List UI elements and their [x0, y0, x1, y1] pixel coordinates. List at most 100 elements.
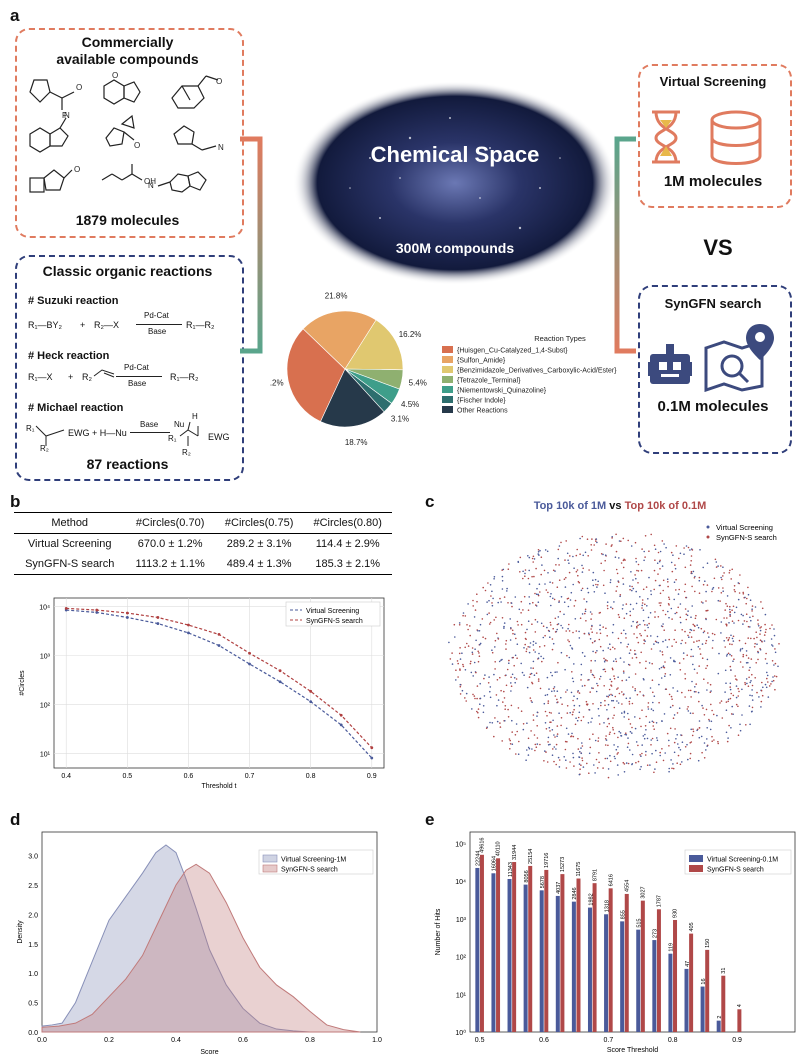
scatter-point	[501, 740, 503, 742]
scatter-point	[659, 559, 661, 562]
scatter-point	[685, 596, 687, 599]
scatter-point	[657, 551, 660, 554]
scatter-point	[702, 631, 705, 634]
scatter-point	[488, 623, 491, 625]
scatter-point	[737, 687, 739, 690]
bar-value-label: 11675	[576, 862, 582, 877]
scatter-point	[720, 632, 722, 634]
scatter-point	[617, 637, 620, 640]
scatter-point	[723, 617, 725, 619]
scatter-point	[650, 590, 652, 592]
x-tick-label: 0.6	[238, 1037, 248, 1044]
scatter-point	[552, 748, 554, 750]
scatter-point	[476, 593, 478, 595]
data-point	[156, 616, 160, 619]
scatter-point	[483, 677, 485, 680]
bar	[656, 909, 661, 1032]
scatter-point	[671, 767, 673, 770]
scatter-point	[487, 682, 490, 684]
scatter-point	[634, 574, 636, 576]
scatter-point	[581, 613, 584, 615]
scatter-point	[730, 634, 732, 637]
y-tick-label: 1.5	[28, 942, 38, 949]
scatter-point	[634, 716, 636, 718]
scatter-point	[510, 690, 512, 692]
bar	[620, 921, 625, 1032]
bar-value-label: 6416	[608, 874, 614, 886]
scatter-point	[644, 667, 647, 670]
data-point	[339, 713, 343, 717]
scatter-point	[708, 636, 710, 638]
scatter-point	[471, 708, 473, 710]
scatter-point	[629, 730, 632, 733]
scatter-point	[566, 552, 569, 555]
scatter-point	[566, 598, 569, 600]
scatter-point	[774, 662, 777, 665]
scatter-point	[596, 682, 598, 685]
pie-slice-label: 18.7%	[345, 438, 368, 447]
scatter-point	[574, 618, 577, 620]
scatter-point	[494, 717, 496, 719]
table-cell: 489.4 ± 1.3%	[226, 558, 292, 570]
scatter-point	[663, 629, 665, 631]
scatter-point	[613, 714, 615, 717]
scatter-point	[618, 730, 620, 733]
scatter-point	[572, 699, 574, 702]
scatter-point	[569, 599, 572, 601]
scatter-point	[744, 642, 747, 645]
scatter-point	[658, 701, 660, 704]
scatter-point	[476, 600, 478, 603]
bar	[640, 900, 645, 1032]
scatter-point	[715, 618, 718, 621]
scatter-point	[506, 668, 509, 671]
scatter-point	[617, 736, 619, 739]
scatter-point	[606, 709, 608, 711]
scatter-point	[695, 614, 697, 617]
scatter-point	[725, 731, 728, 734]
scatter-point	[621, 608, 624, 610]
scatter-point	[467, 645, 470, 647]
scatter-point	[754, 642, 756, 645]
scatter-point	[692, 570, 695, 573]
heck-base: Base	[128, 379, 147, 388]
scatter-point	[478, 655, 481, 657]
scatter-point	[502, 701, 504, 703]
scatter-point	[673, 751, 676, 754]
scatter-point	[712, 713, 715, 716]
scatter-point	[691, 734, 694, 737]
scatter-point	[631, 702, 634, 705]
scatter-point	[765, 628, 767, 631]
scatter-point	[667, 603, 670, 605]
scatter-point	[605, 627, 607, 630]
scatter-point	[729, 665, 732, 668]
scatter-point	[584, 612, 586, 615]
scatter-point	[701, 704, 703, 707]
scatter-point	[760, 689, 763, 692]
scatter-point	[741, 688, 743, 691]
scatter-point	[583, 632, 586, 635]
scatter-point	[658, 602, 661, 604]
scatter-point	[607, 744, 609, 747]
scatter-point	[732, 660, 734, 662]
scatter-point	[602, 626, 604, 628]
bar-value-label: 19716	[544, 853, 550, 868]
scatter-point	[497, 638, 500, 640]
scatter-point	[668, 739, 670, 742]
scatter-point	[566, 689, 568, 691]
scatter-point	[651, 752, 653, 755]
scatter-point	[739, 661, 742, 663]
scatter-point	[662, 665, 665, 667]
scatter-point	[737, 695, 739, 697]
scatter-point	[711, 735, 713, 738]
scatter-point	[757, 625, 760, 627]
scatter-point	[691, 549, 694, 551]
scatter-point	[653, 588, 655, 591]
scatter-point	[660, 625, 663, 627]
scatter-point	[725, 623, 728, 626]
scatter-point	[514, 654, 517, 657]
heck-alkene	[93, 369, 115, 378]
data-point	[217, 644, 221, 647]
scatter-point	[616, 753, 618, 755]
scatter-point	[635, 590, 637, 593]
scatter-point	[548, 688, 550, 690]
